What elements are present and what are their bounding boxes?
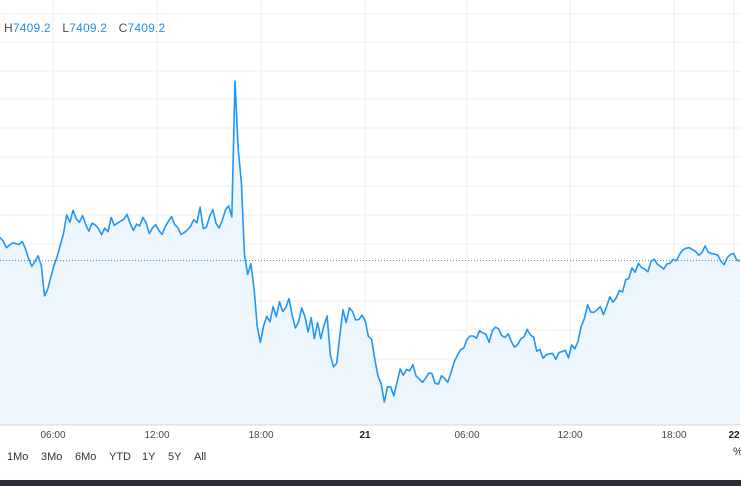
bottom-toolbar-edge bbox=[0, 480, 741, 486]
x-tick-label: 06:00 bbox=[40, 430, 65, 441]
percent-scale-button[interactable]: % bbox=[733, 446, 741, 458]
high-value: 7409.2 bbox=[12, 21, 51, 35]
close-label: C bbox=[118, 21, 128, 35]
x-tick-label: 12:00 bbox=[144, 430, 169, 441]
x-tick-label: 18:00 bbox=[661, 430, 686, 441]
high-label: H bbox=[4, 21, 13, 35]
range-6mo-button[interactable]: 6Mo bbox=[75, 451, 97, 463]
price-series-line bbox=[0, 80, 741, 403]
x-tick-label: 12:00 bbox=[557, 430, 582, 441]
x-axis-tick-labels: 06:00 12:00 18:00 21 06:00 12:00 18:00 22 bbox=[40, 430, 740, 441]
x-tick-label: 21 bbox=[359, 430, 371, 441]
x-tick-label: 18:00 bbox=[248, 430, 273, 441]
range-5y-button[interactable]: 5Y bbox=[168, 451, 182, 463]
low-label: L bbox=[62, 21, 70, 35]
range-3mo-button[interactable]: 3Mo bbox=[41, 451, 63, 463]
x-tick-label: 06:00 bbox=[454, 430, 479, 441]
x-tick-label: 22 bbox=[728, 430, 740, 441]
range-selector: 1Mo 3Mo 6Mo YTD 1Y 5Y All bbox=[0, 443, 741, 469]
ohlc-legend: H7409.2 L7409.2 C7409.2 bbox=[4, 21, 165, 35]
close-value: 7409.2 bbox=[127, 21, 166, 35]
low-value: 7409.2 bbox=[69, 21, 108, 35]
range-1mo-button[interactable]: 1Mo bbox=[7, 451, 29, 463]
price-area-fill bbox=[0, 81, 740, 425]
range-ytd-button[interactable]: YTD bbox=[109, 451, 131, 463]
range-1y-button[interactable]: 1Y bbox=[142, 451, 156, 463]
range-all-button[interactable]: All bbox=[194, 451, 207, 463]
